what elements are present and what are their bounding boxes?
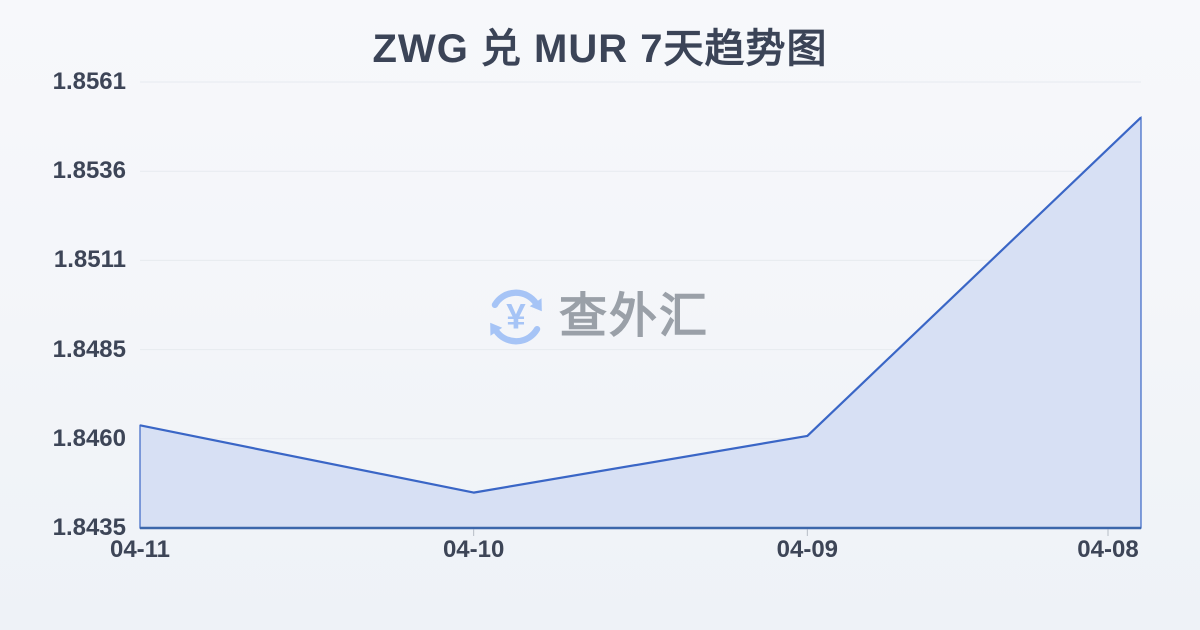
y-tick-label: 1.8435 [52,514,126,541]
chart-title: ZWG 兑 MUR 7天趋势图 [372,27,828,71]
y-tick-label: 1.8460 [52,424,126,452]
watermark: ¥ 查外汇 [483,284,709,350]
currency-exchange-icon: ¥ [490,289,542,345]
y-tick-label: 1.8536 [52,157,126,185]
y-tick-label: 1.8511 [53,246,126,274]
x-tick-label: 04-11 [109,536,171,563]
trend-line [139,116,1142,494]
x-tick-label: 04-10 [442,536,505,563]
watermark-text: 查外汇 [559,290,710,343]
yen-symbol: ¥ [506,298,526,337]
x-tick-label: 04-08 [1077,536,1139,563]
y-tick-label: 1.8485 [52,335,126,363]
y-tick-label: 1.8561 [52,68,126,95]
x-tick-label: 04-09 [776,536,839,563]
